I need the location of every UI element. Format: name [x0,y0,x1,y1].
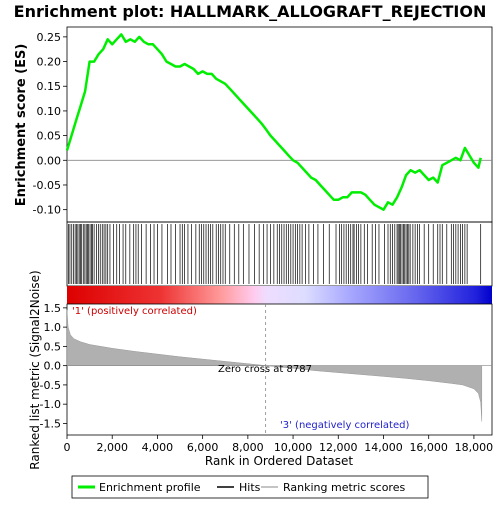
zero-cross-label: Zero cross at 8787 [218,364,312,375]
x-tick-label-5: 10,000 [274,441,313,454]
metric-axis-title: Ranked list metric (Signal2Noise) [28,270,42,469]
legend-profile-label: Enrichment profile [99,481,201,494]
metric-y-tick-label-2: 0.5 [44,340,62,353]
metric-panel [66,303,493,436]
es-y-tick-label-5: 0.00 [37,154,62,167]
x-tick-label-7: 14,000 [364,441,403,454]
ranking-metric-area [66,304,492,435]
legend-metric-label: Ranking metric scores [283,481,405,494]
es-y-tick-label-6: -0.05 [33,179,61,192]
x-tick-label-8: 16,000 [409,441,448,454]
x-tick-label-4: 8,000 [232,441,264,454]
metric-y-tick-label-0: 1.5 [44,302,62,315]
rank-colorbar [67,286,492,304]
x-tick-label-6: 12,000 [319,441,358,454]
es-panel [66,26,493,223]
hit-markers [68,224,482,284]
x-tick-label-3: 6,000 [187,441,219,454]
x-tick-label-0: 0 [64,441,71,454]
es-y-tick-label-3: 0.10 [37,105,62,118]
x-axis-title: Rank in Ordered Dataset [205,454,353,468]
x-tick-label-1: 2,000 [96,441,128,454]
enrichment-profile-polyline [65,33,482,211]
chart-title: Enrichment plot: HALLMARK_ALLOGRAFT_REJE… [14,2,487,21]
metric-y-tick-label-3: 0.0 [44,360,62,373]
es-y-tick-label-0: 0.25 [37,31,62,44]
metric-y-tick-label-6: -1.5 [40,417,61,430]
positive-label: '1' (positively correlated) [72,306,197,317]
negative-label: '3' (negatively correlated) [280,420,409,431]
legend-box [71,475,429,499]
metric-y-tick-label-1: 1.0 [44,321,62,334]
x-tick-label-2: 4,000 [142,441,174,454]
es-y-tick-label-2: 0.15 [37,80,62,93]
metric-y-tick-label-5: -1.0 [40,398,61,411]
es-y-tick-label-1: 0.20 [37,56,62,69]
axis-ticks: 0.250.200.150.100.050.00-0.05-0.101.51.0… [33,31,494,454]
es-y-tick-label-7: -0.10 [33,204,61,217]
legend: Enrichment profile Hits Ranking metric s… [71,475,429,499]
es-axis-title: Enrichment score (ES) [14,44,29,207]
metric-y-tick-label-4: -0.5 [40,379,61,392]
x-tick-label-9: 18,000 [455,441,494,454]
enrichment-profile-line [65,33,482,211]
legend-hits-label: Hits [239,481,261,494]
es-y-tick-label-4: 0.05 [37,130,62,143]
